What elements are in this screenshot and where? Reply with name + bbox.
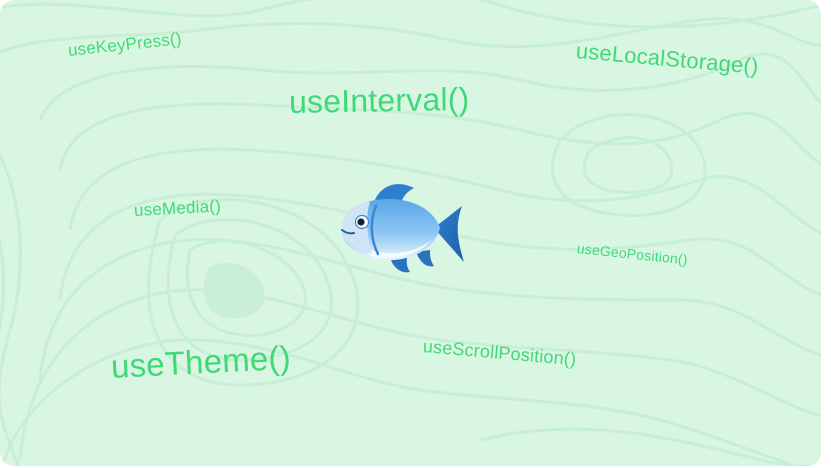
fish-icon: [341, 184, 464, 273]
hook-label-use-theme: useTheme(): [110, 338, 292, 385]
hook-label-use-interval: useInterval(): [288, 80, 470, 120]
hook-label-use-media: useMedia(): [133, 196, 222, 220]
